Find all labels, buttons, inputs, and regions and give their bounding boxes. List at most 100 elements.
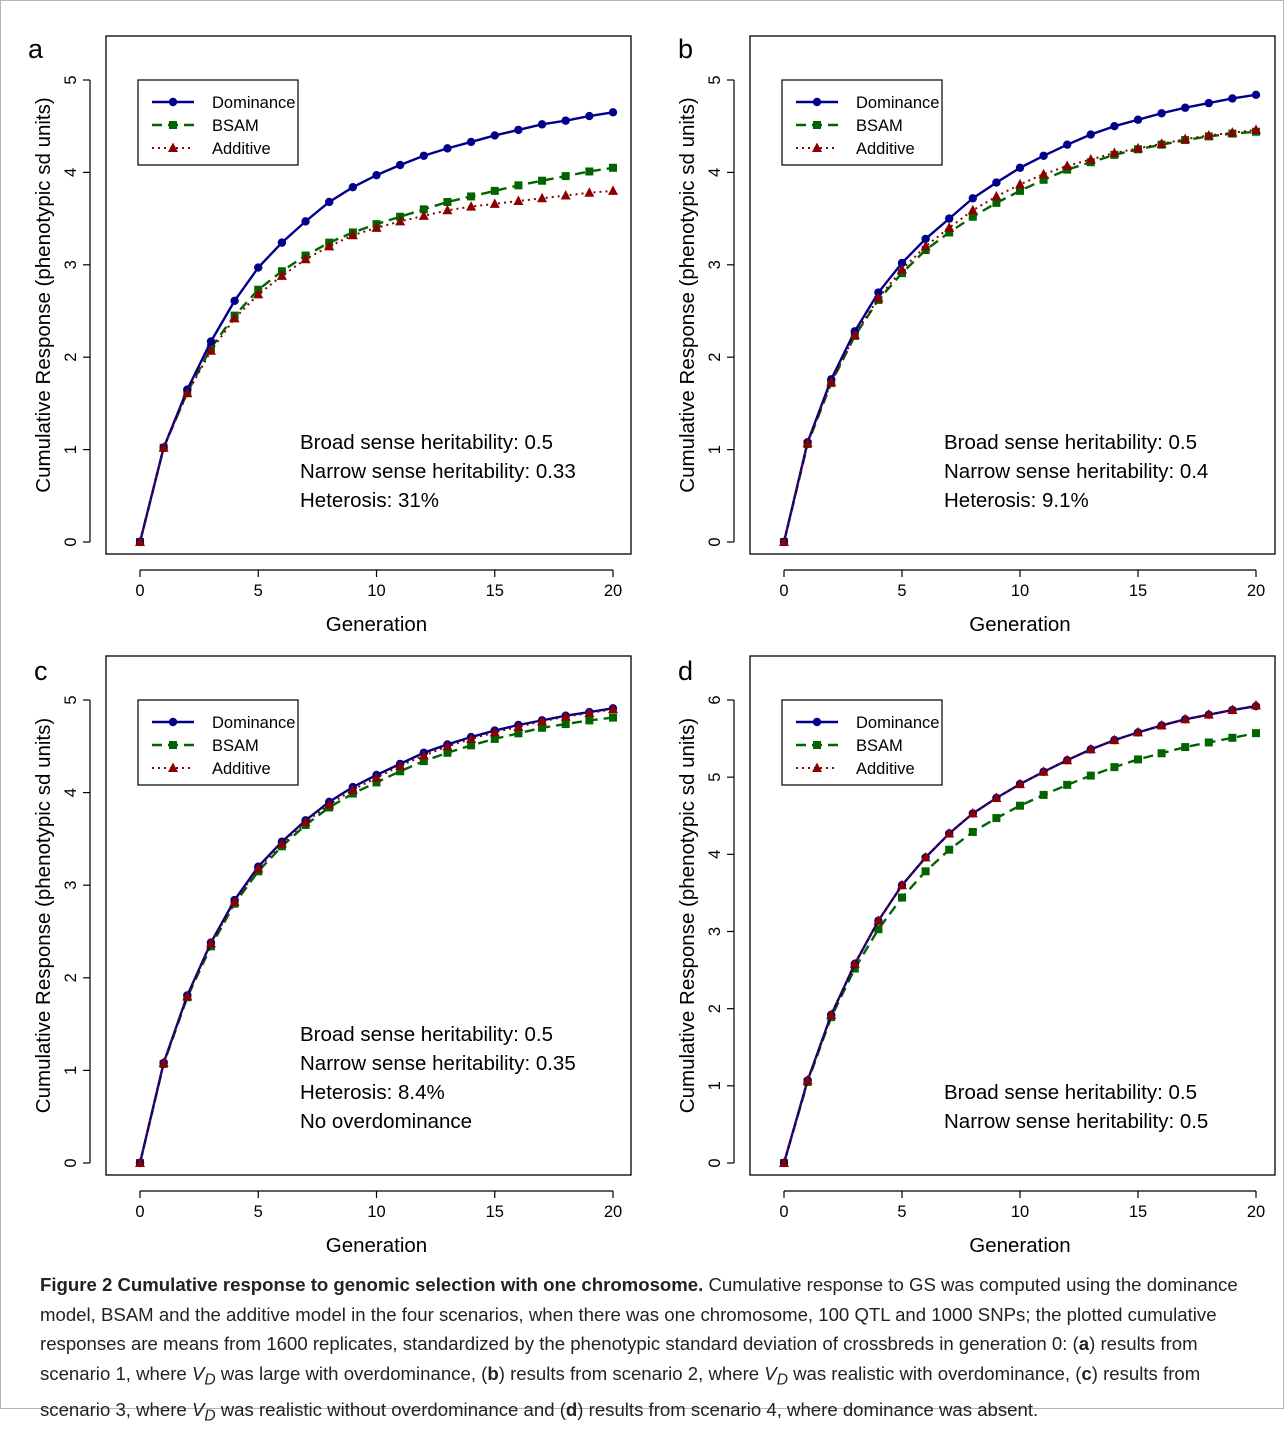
data-point-additive [182, 990, 193, 1001]
data-point-additive [1156, 138, 1167, 148]
caption-panel-ref: c [1081, 1362, 1092, 1384]
data-point-dominance [254, 263, 263, 272]
data-point-additive [967, 204, 978, 215]
series-additive [779, 124, 1261, 546]
data-point-additive [489, 198, 500, 208]
data-point-dominance [1157, 109, 1166, 118]
legend-marker-dominance [812, 717, 822, 727]
data-point-additive [1156, 719, 1167, 730]
data-point-additive [1109, 734, 1120, 745]
data-point-dominance [1181, 103, 1190, 112]
data-point-dominance [585, 111, 594, 121]
y-axis-label: Cumulative Response (phenotypic sd units… [32, 718, 55, 1113]
legend-label: Additive [212, 760, 271, 778]
y-tick-label: 5 [62, 695, 80, 704]
data-point-additive [276, 270, 287, 280]
data-point-additive [158, 442, 169, 452]
y-tick-label: 4 [62, 168, 80, 177]
legend: Dominance BSAM Additive [781, 699, 943, 786]
data-point-bsam [992, 814, 1001, 823]
caption-symbol: V [191, 1398, 205, 1420]
annotation-text: Narrow sense heritability: 0.33 [300, 460, 576, 483]
data-point-bsam [1134, 755, 1142, 764]
data-point-bsam [585, 167, 594, 176]
x-tick-label: 15 [486, 582, 504, 600]
data-point-dominance [443, 144, 452, 153]
data-point-additive [324, 240, 335, 251]
x-tick-label: 20 [604, 582, 622, 600]
y-tick-label: 2 [62, 353, 80, 362]
data-point-bsam [1039, 175, 1048, 184]
data-point-additive [276, 838, 287, 848]
data-point-bsam [467, 192, 476, 201]
data-point-additive [560, 190, 571, 200]
data-point-dominance [514, 125, 523, 135]
data-point-dominance [897, 258, 907, 268]
y-tick-label: 1 [706, 1081, 724, 1090]
data-point-bsam [874, 925, 883, 934]
data-point-dominance [1015, 163, 1025, 172]
data-point-additive [897, 879, 907, 890]
x-axis-label: Generation [326, 613, 427, 636]
chart-panel-c: c 0 5 10 15 20 Generation 0 1 2 3 4 5 Cumulative Resp… [32, 655, 632, 1257]
y-tick-label: 0 [62, 1158, 80, 1167]
legend-marker-bsam [169, 121, 177, 129]
data-point-additive [873, 292, 884, 303]
data-point-additive [1038, 168, 1049, 179]
legend-box [137, 79, 299, 166]
data-point-additive [253, 863, 264, 873]
data-point-additive [991, 190, 1002, 201]
legend-marker-additive [812, 142, 822, 152]
legend-label: Additive [856, 760, 915, 778]
chart-panel-b: b 0 5 10 15 20 Generation 0 1 2 3 4 5 Cumulative Resp… [676, 34, 1276, 636]
caption-panel-ref: b [487, 1362, 499, 1384]
data-point-additive [418, 750, 429, 760]
x-tick-label: 5 [254, 582, 263, 600]
annotation-text: Broad sense heritability: 0.5 [300, 431, 553, 454]
series-line-additive [139, 708, 614, 1164]
data-point-bsam [1110, 763, 1119, 772]
data-point-additive [1180, 713, 1191, 724]
plot-frame [105, 655, 632, 1176]
y-tick-label: 1 [706, 445, 724, 454]
data-point-additive [1251, 699, 1261, 710]
x-tick-label: 0 [135, 1203, 144, 1221]
data-point-additive [442, 204, 453, 215]
y-tick-label: 5 [62, 75, 80, 84]
y-tick-label: 5 [706, 773, 724, 782]
data-point-additive [991, 792, 1002, 803]
figure-caption: Figure 2 Cumulative response to genomic … [40, 1270, 1250, 1431]
y-tick-label: 3 [706, 260, 724, 269]
y-tick-label: 0 [706, 537, 724, 546]
data-point-bsam [514, 729, 523, 738]
caption-panel-ref: d [565, 1398, 578, 1420]
data-point-dominance [372, 170, 381, 180]
data-point-dominance [1110, 122, 1119, 131]
data-point-dominance [608, 108, 618, 117]
data-point-additive [802, 437, 813, 448]
data-point-bsam [514, 181, 523, 190]
series-dominance [779, 90, 1261, 547]
data-point-bsam [609, 713, 617, 722]
data-point-additive [135, 1157, 145, 1167]
y-axis-label: Cumulative Response (phenotypic sd units… [676, 718, 699, 1113]
data-point-bsam [1252, 729, 1260, 738]
data-point-additive [513, 195, 524, 206]
data-point-bsam [1063, 780, 1072, 789]
plot-frame [749, 35, 1276, 555]
data-point-additive [1085, 743, 1096, 754]
x-tick-label: 10 [1011, 582, 1029, 600]
data-point-additive [1180, 133, 1191, 144]
data-point-bsam [1181, 743, 1190, 752]
caption-symbol: V [764, 1362, 777, 1384]
data-point-additive [560, 711, 571, 721]
x-tick-label: 10 [367, 582, 385, 600]
data-point-additive [466, 733, 477, 743]
annotation-text: Heterosis: 9.1% [944, 489, 1089, 512]
x-tick-label: 20 [1247, 582, 1265, 600]
panel-letter: a [28, 34, 44, 64]
legend-marker-dominance [812, 97, 822, 107]
y-tick-label: 2 [706, 353, 724, 362]
legend-marker-dominance [168, 717, 178, 727]
